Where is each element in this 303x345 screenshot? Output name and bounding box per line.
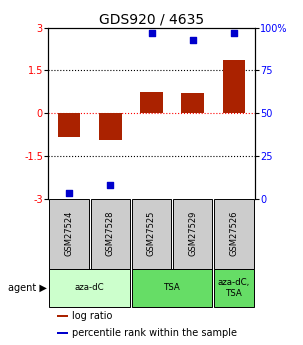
Bar (140, 92, 163, 113)
Title: GDS920 / 4635: GDS920 / 4635 (99, 12, 204, 27)
Text: GSM27528: GSM27528 (106, 211, 115, 256)
Text: log ratio: log ratio (72, 311, 112, 321)
Bar (214, 268, 254, 307)
Point (149, 30, 154, 36)
Bar (49, 268, 130, 307)
Bar (181, 93, 204, 113)
Text: agent ▶: agent ▶ (8, 283, 46, 293)
Point (67, 191, 72, 196)
Bar (91, 199, 130, 268)
Bar (49, 199, 89, 268)
Text: GSM27526: GSM27526 (229, 211, 238, 256)
Bar (132, 268, 212, 307)
Point (190, 37, 195, 42)
Bar (173, 199, 212, 268)
Bar (57, 332, 68, 334)
Text: aza-dC,
TSA: aza-dC, TSA (218, 278, 250, 298)
Text: GSM27529: GSM27529 (188, 211, 197, 256)
Bar (57, 315, 68, 317)
Text: TSA: TSA (164, 284, 181, 293)
Bar (223, 60, 245, 113)
Bar (132, 199, 171, 268)
Bar (58, 113, 80, 137)
Bar (214, 199, 254, 268)
Text: GSM27524: GSM27524 (65, 211, 74, 256)
Text: GSM27525: GSM27525 (147, 211, 156, 256)
Text: percentile rank within the sample: percentile rank within the sample (72, 328, 237, 338)
Point (108, 182, 113, 188)
Text: aza-dC: aza-dC (75, 284, 105, 293)
Bar (99, 113, 122, 140)
Point (231, 30, 236, 36)
